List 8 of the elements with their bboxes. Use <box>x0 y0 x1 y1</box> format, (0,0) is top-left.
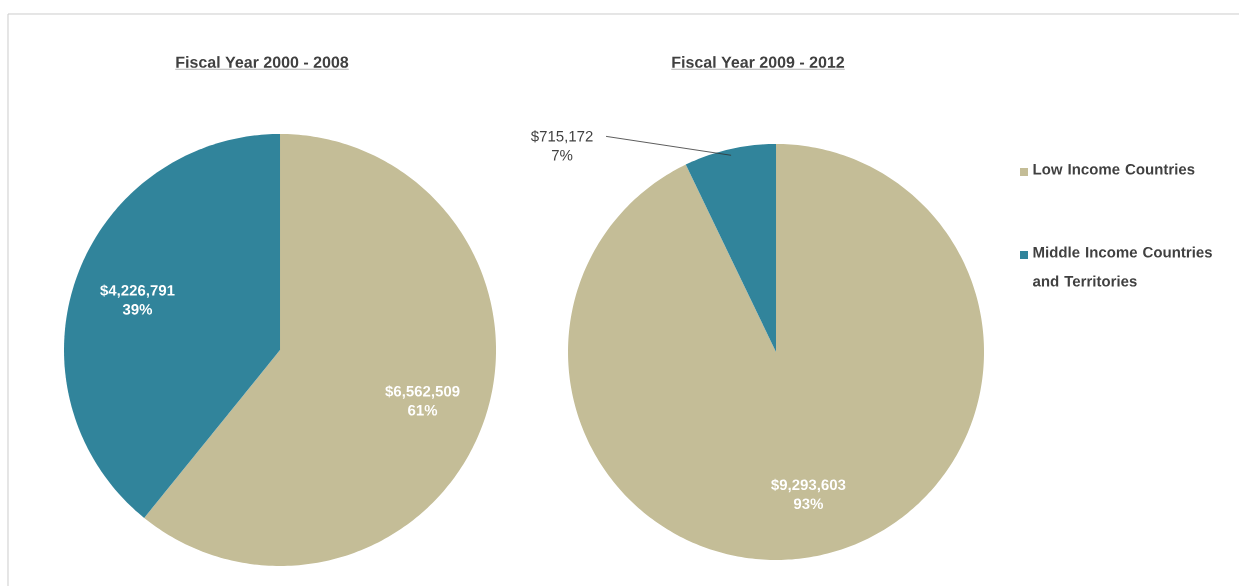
legend-label: Low Income Countries <box>1033 163 1195 175</box>
chart-title: Fiscal Year 2000 - 2008 <box>176 56 349 68</box>
chart-title: Fiscal Year 2009 - 2012 <box>672 56 845 68</box>
data-label: $715,172 7% <box>530 130 593 161</box>
data-label: $9,293,603 93% <box>771 478 846 510</box>
data-label: $4,226,791 39% <box>100 284 175 315</box>
legend-label: Middle Income Countries and Territories <box>1032 246 1212 287</box>
data-label: $6,562,509 61% <box>385 385 460 416</box>
